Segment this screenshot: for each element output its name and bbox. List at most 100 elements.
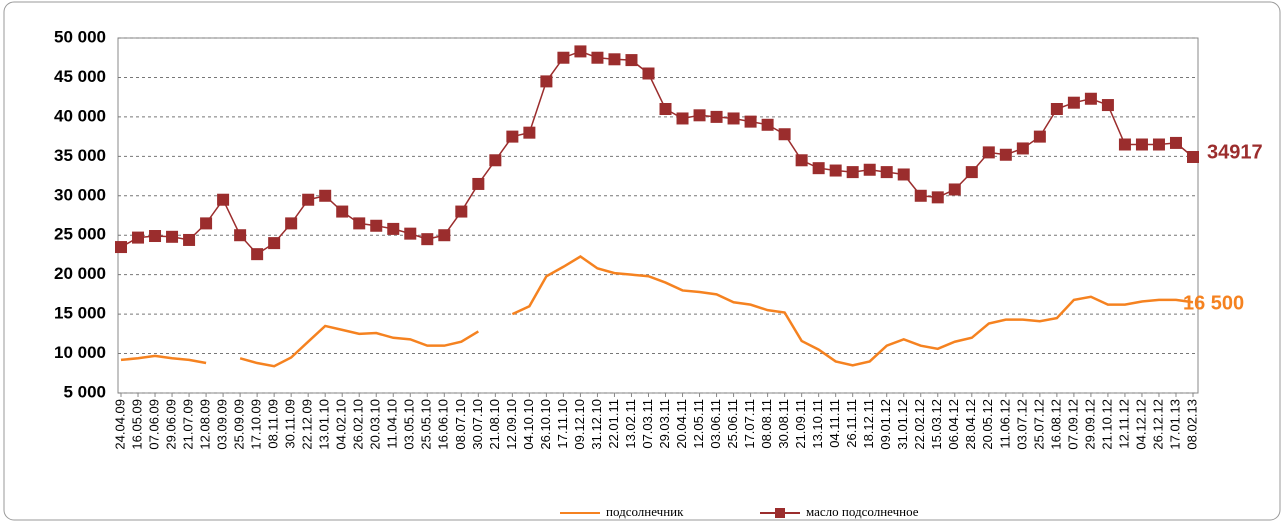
marker: [132, 231, 145, 244]
x-tick-label: 04.02.10: [334, 399, 349, 450]
x-tick-label: 21.07.09: [181, 399, 196, 450]
x-tick-label: 12.09.10: [504, 399, 519, 450]
marker: [829, 164, 842, 177]
series-line: [120, 50, 1194, 256]
x-tick-label: 25.06.11: [725, 399, 740, 449]
marker: [1152, 138, 1165, 151]
marker: [319, 189, 332, 202]
marker: [370, 219, 383, 232]
x-tick-label: 12.05.11: [691, 399, 706, 449]
marker: [744, 115, 757, 128]
x-tick-label: 08.07.10: [453, 399, 468, 450]
marker: [591, 51, 604, 64]
data-label: 34917: [1207, 141, 1263, 163]
marker: [863, 163, 876, 176]
x-tick-label: 15.03.12: [929, 399, 944, 450]
x-tick-label: 16.06.10: [436, 399, 451, 450]
x-tick-label: 12.08.09: [198, 399, 213, 450]
y-tick-label: 15 000: [54, 304, 106, 323]
marker: [166, 230, 179, 243]
marker: [1016, 142, 1029, 155]
marker: [1084, 92, 1097, 105]
marker: [472, 177, 485, 190]
marker: [1187, 150, 1199, 163]
x-tick-label: 08.11.09: [266, 399, 281, 449]
marker: [1033, 130, 1046, 143]
marker: [1135, 138, 1148, 151]
marker: [880, 166, 893, 179]
marker: [727, 112, 740, 125]
x-tick-label: 03.05.10: [402, 399, 417, 450]
data-label: 16 500: [1183, 293, 1244, 315]
x-tick-label: 25.07.12: [1031, 399, 1046, 450]
marker: [608, 53, 621, 66]
x-tick-label: 25.05.10: [419, 399, 434, 450]
marker: [1067, 96, 1080, 109]
marker: [982, 146, 995, 159]
marker: [489, 154, 502, 167]
x-tick-label: 21.10.12: [1099, 399, 1114, 450]
legend-marker: [775, 508, 785, 518]
legend-label: масло подсолнечное: [806, 504, 919, 519]
marker: [625, 54, 638, 67]
y-tick-label: 50 000: [54, 27, 106, 46]
x-tick-label: 13.10.11: [810, 399, 825, 449]
x-tick-label: 03.06.11: [708, 399, 723, 449]
marker: [659, 103, 672, 115]
x-tick-label: 20.03.10: [368, 399, 383, 450]
x-tick-label: 16.08.12: [1048, 399, 1063, 450]
x-tick-label: 08.02.13: [1184, 399, 1199, 450]
x-tick-label: 16.05.09: [129, 399, 144, 450]
marker: [642, 67, 655, 80]
x-tick-label: 29.09.12: [1082, 399, 1097, 450]
marker: [217, 193, 230, 206]
series-line: [120, 255, 1194, 368]
x-tick-label: 17.07.11: [742, 399, 757, 449]
x-tick-label: 30.08.11: [776, 399, 791, 449]
x-tick-label: 20.04.11: [674, 399, 689, 449]
marker: [1118, 138, 1131, 151]
x-tick-label: 03.07.12: [1014, 399, 1029, 450]
x-tick-label: 30.07.10: [470, 399, 485, 450]
x-tick-label: 17.10.09: [249, 399, 264, 450]
x-tick-label: 22.12.09: [300, 399, 315, 450]
x-tick-label: 09.01.12: [878, 399, 893, 450]
x-tick-label: 06.04.12: [946, 399, 961, 450]
marker: [302, 193, 315, 206]
marker: [778, 128, 791, 141]
marker: [948, 183, 961, 196]
marker: [353, 217, 366, 230]
x-tick-label: 12.11.12: [1116, 399, 1131, 449]
x-tick-label: 29.03.11: [657, 399, 672, 449]
x-tick-label: 17.01.13: [1167, 399, 1182, 450]
x-tick-label: 03.09.09: [215, 399, 230, 450]
y-tick-label: 45 000: [54, 67, 106, 86]
legend-label: подсолнечник: [606, 504, 684, 519]
x-tick-label: 28.04.12: [963, 399, 978, 450]
x-tick-label: 07.09.12: [1065, 399, 1080, 450]
marker: [795, 154, 808, 167]
y-tick-label: 30 000: [54, 185, 106, 204]
x-tick-label: 30.11.09: [283, 399, 298, 449]
x-tick-label: 11.06.12: [997, 399, 1012, 449]
marker: [506, 130, 519, 143]
marker: [914, 189, 927, 202]
x-tick-label: 31.12.10: [589, 399, 604, 450]
x-tick-label: 04.10.10: [521, 399, 536, 450]
marker: [523, 126, 536, 139]
marker: [574, 45, 587, 58]
x-tick-label: 18.12.11: [861, 399, 876, 449]
x-tick-label: 21.08.10: [487, 399, 502, 450]
x-tick-label: 26.02.10: [351, 399, 366, 450]
x-tick-label: 04.12.12: [1133, 399, 1148, 450]
marker: [404, 227, 417, 240]
marker: [200, 217, 213, 230]
x-tick-label: 04.11.11: [827, 399, 842, 448]
marker: [149, 230, 162, 243]
marker: [676, 112, 689, 125]
marker: [540, 75, 553, 88]
marker: [557, 51, 570, 64]
plot-area: [117, 37, 1199, 394]
y-tick-label: 10 000: [54, 343, 106, 362]
